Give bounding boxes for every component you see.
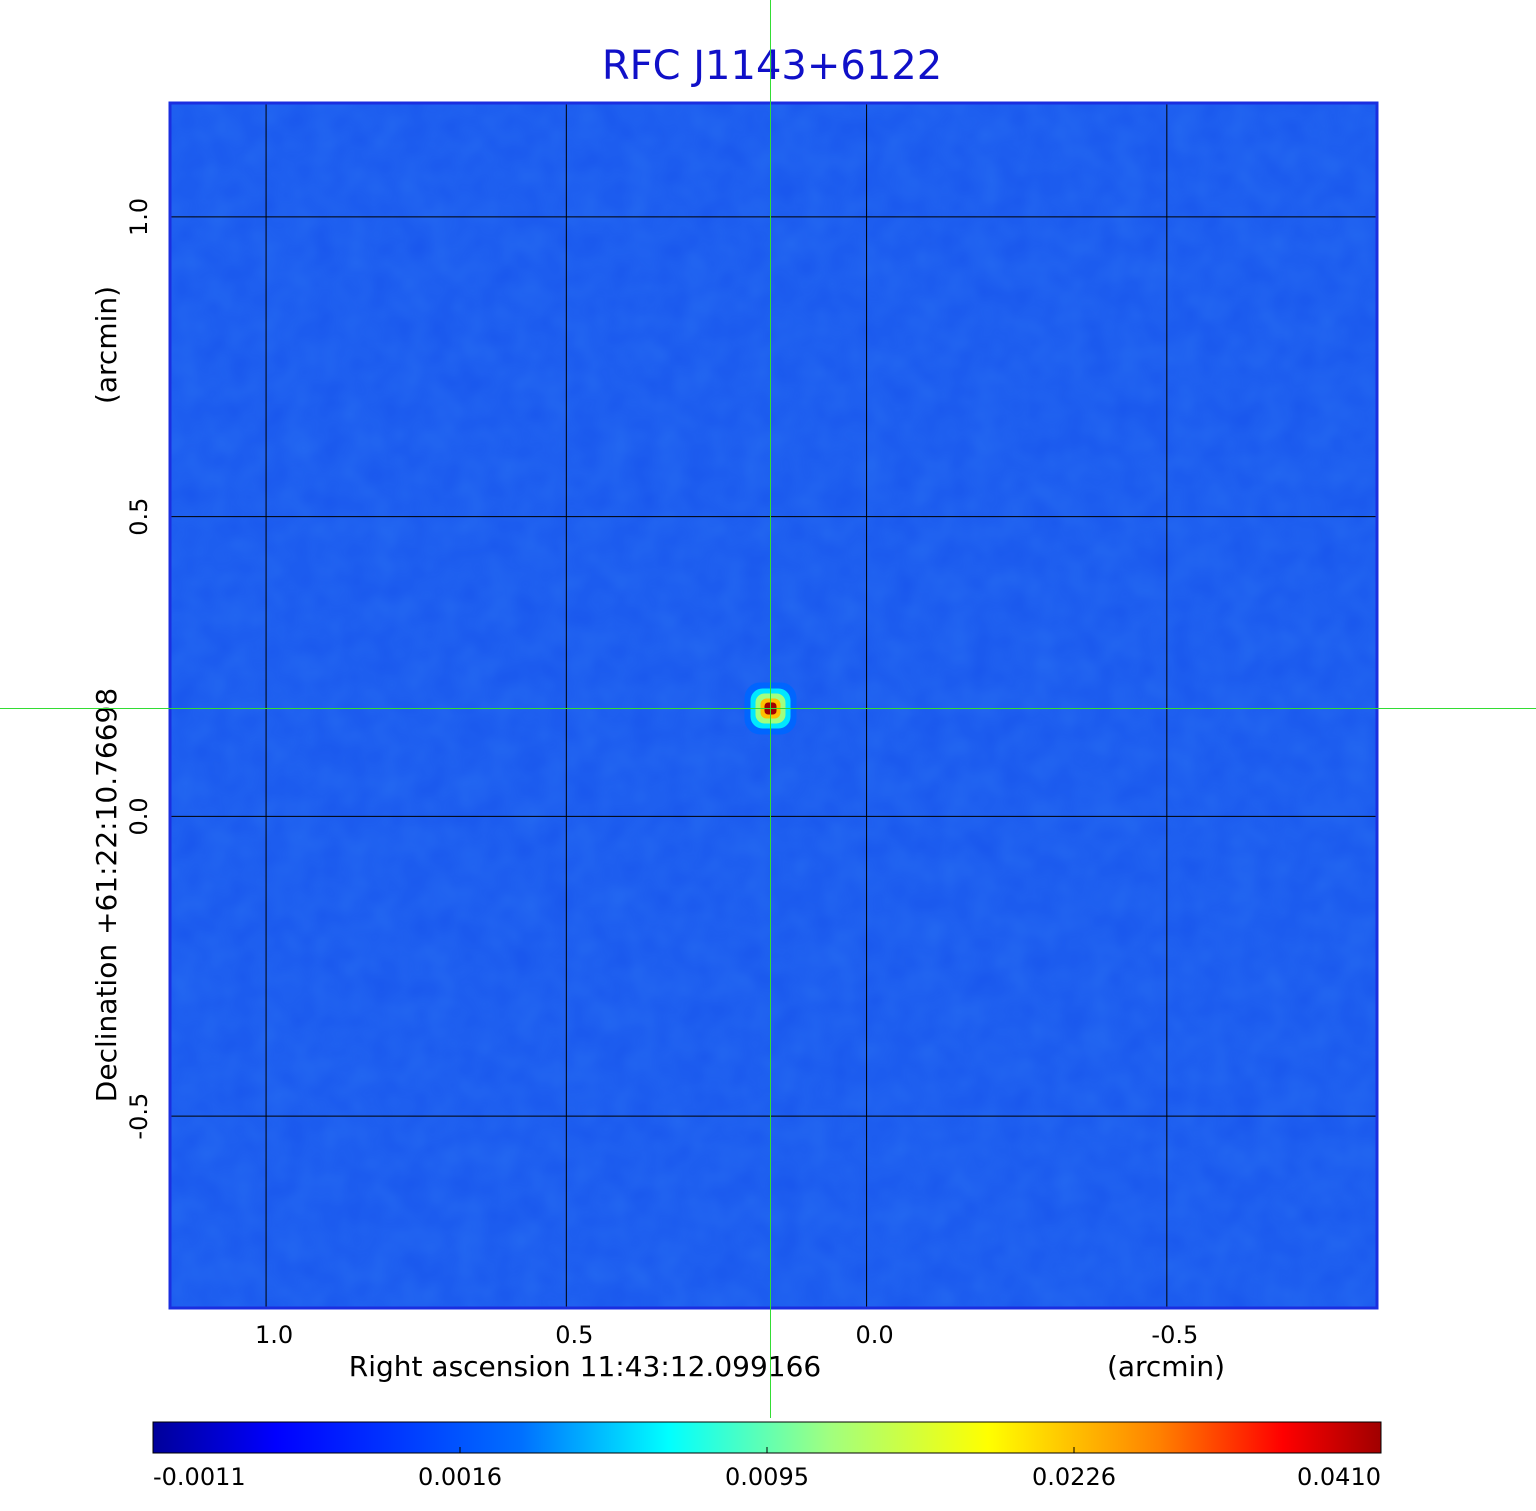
chart-title: RFC J1143+6122	[602, 43, 942, 89]
x-tick-label: 0.0	[855, 1321, 893, 1349]
y-tick-label: -0.5	[125, 1093, 153, 1140]
y-axis-label: Declination +61:22:10.76698	[90, 688, 123, 1102]
plot-frame	[168, 101, 1379, 1310]
colorbar-tick-label: 0.0226	[1032, 1463, 1116, 1491]
colorbar-tick-label: 0.0095	[725, 1463, 809, 1491]
colorbar-tick-label: 0.0016	[418, 1463, 502, 1491]
x-tick-label: -0.5	[1151, 1321, 1198, 1349]
colorbar-tick-label: -0.0011	[153, 1463, 246, 1491]
x-axis-label: Right ascension 11:43:12.099166	[349, 1350, 821, 1383]
y-tick-label: 0.5	[125, 498, 153, 536]
y-tick-label: 0.0	[125, 797, 153, 835]
y-tick-label: 1.0	[125, 198, 153, 236]
x-tick-label: 1.0	[255, 1321, 293, 1349]
x-axis-unit: (arcmin)	[1107, 1350, 1225, 1383]
x-tick-label: 0.5	[555, 1321, 593, 1349]
colorbar-tick-label: 0.0410	[1297, 1463, 1381, 1491]
y-axis-unit: (arcmin)	[90, 286, 123, 404]
